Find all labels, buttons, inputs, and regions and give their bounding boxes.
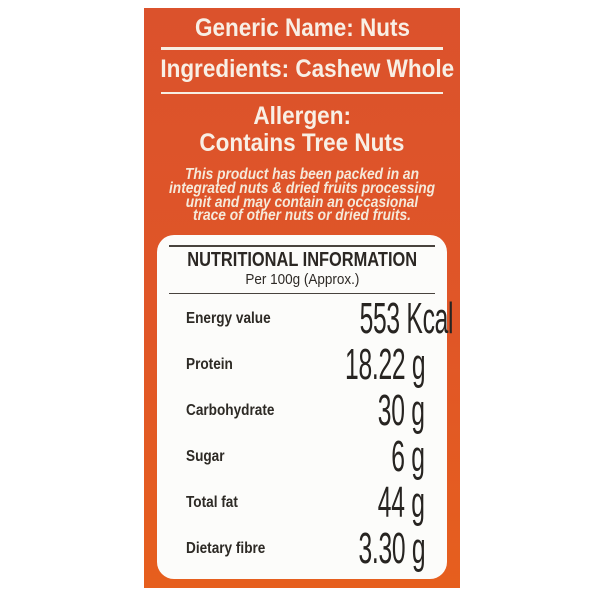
nutrition-row: Dietary fibre 3.30 g — [157, 526, 447, 572]
allergen-value: Contains Tree Nuts — [199, 129, 405, 157]
nutrition-row-value: 30 g — [378, 386, 425, 436]
nutrition-row-label: Carbohydrate — [186, 402, 275, 420]
ingredients-header: Ingredients: Cashew Whole — [144, 54, 460, 83]
generic-name-text: Generic Name: Nuts — [194, 14, 410, 42]
nutrition-row-label: Sugar — [186, 448, 225, 466]
nutrition-row-value: 6 g — [391, 432, 426, 482]
nutrition-row-value: 44 g — [378, 478, 425, 528]
disclaimer-line: This product has been packed in an — [185, 166, 419, 183]
nutrition-panel: NUTRITIONAL INFORMATION Per 100g (Approx… — [157, 235, 453, 579]
separator-rule-2 — [161, 91, 443, 94]
nutrition-row-label: Total fat — [186, 494, 238, 512]
nutrition-row: Energy value 553 Kcal — [157, 296, 453, 342]
nutrition-row-value: 18.22 g — [344, 340, 426, 390]
nutrition-row: Carbohydrate 30 g — [157, 388, 447, 434]
panel-rule-mid — [169, 292, 435, 295]
nutrition-row-value: 3.30 g — [358, 524, 425, 574]
disclaimer-line: trace of other nuts or dried fruits. — [193, 207, 411, 225]
nutrition-row-label: Dietary fibre — [186, 540, 266, 558]
nutrition-title: NUTRITIONAL INFORMATION — [187, 248, 417, 271]
nutrition-row-label: Protein — [186, 356, 233, 374]
allergen-section: Allergen: Contains Tree Nuts — [144, 103, 460, 157]
allergen-title: Allergen: — [253, 102, 351, 130]
nutrition-subtitle: Per 100g (Approx.) — [244, 270, 360, 288]
nutrition-row: Sugar 6 g — [157, 434, 447, 480]
product-label: Generic Name: Nuts Ingredients: Cashew W… — [144, 8, 460, 588]
packing-disclaimer: This product has been packed in an integ… — [144, 166, 460, 225]
separator-rule-1 — [161, 47, 443, 50]
nutrition-row: Total fat 44 g — [157, 480, 447, 526]
nutrition-row-value: 553 Kcal — [359, 294, 453, 344]
ingredients-text: Ingredients: Cashew Whole — [160, 54, 455, 83]
nutrition-row-label: Energy value — [186, 310, 271, 328]
generic-name-header: Generic Name: Nuts — [144, 8, 460, 41]
panel-rule-top — [169, 245, 435, 247]
disclaimer-line: unit and may contain an occasional — [185, 193, 419, 211]
nutrition-rows: Energy value 553 Kcal Protein 18.22 g Ca… — [157, 296, 453, 572]
disclaimer-line: integrated nuts & dried fruits processin… — [168, 179, 436, 197]
nutrition-row: Protein 18.22 g — [157, 342, 447, 388]
